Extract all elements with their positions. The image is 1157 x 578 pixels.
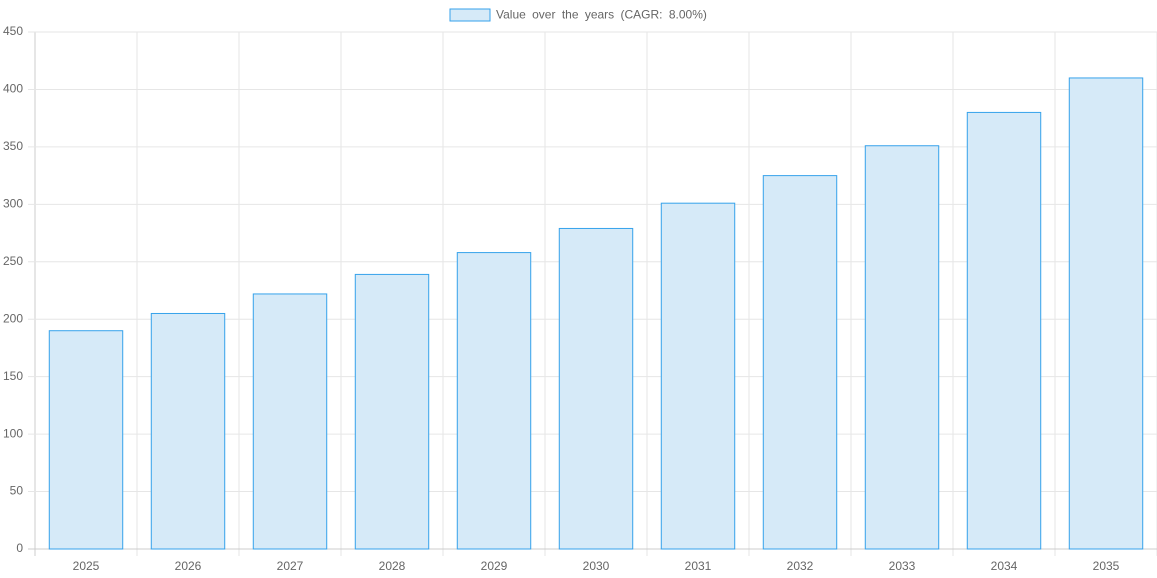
bar: [864, 145, 940, 550]
x-tick-label: 2025: [73, 559, 100, 573]
x-tick-label: 2028: [379, 559, 406, 573]
x-tick-label: 2032: [787, 559, 814, 573]
legend-swatch: [449, 8, 491, 22]
x-tick-label: 2026: [175, 559, 202, 573]
bar: [456, 252, 532, 550]
x-tick-label: 2035: [1093, 559, 1120, 573]
bar: [150, 312, 226, 550]
x-tick-label: 2029: [481, 559, 508, 573]
x-tick-label: 2031: [685, 559, 712, 573]
x-tick-label: 2027: [277, 559, 304, 573]
legend-label: Value over the years (CAGR: 8.00%): [496, 8, 707, 22]
bar: [660, 202, 736, 550]
x-tick-label: 2034: [991, 559, 1018, 573]
bar: [966, 111, 1042, 550]
bar: [1068, 77, 1144, 550]
y-tick-label: 350: [3, 139, 23, 153]
y-tick-label: 450: [3, 24, 23, 38]
y-tick-label: 50: [10, 484, 24, 498]
x-tick-label: 2033: [889, 559, 916, 573]
x-tick-label: 2030: [583, 559, 610, 573]
y-tick-label: 150: [3, 369, 23, 383]
y-tick-label: 200: [3, 311, 23, 325]
bar: [354, 273, 430, 550]
bar: [762, 175, 838, 550]
y-tick-label: 250: [3, 254, 23, 268]
y-tick-label: 0: [16, 541, 23, 555]
y-tick-label: 300: [3, 197, 23, 211]
y-tick-label: 100: [3, 426, 23, 440]
bar: [48, 330, 124, 550]
bar: [252, 293, 328, 550]
y-tick-label: 400: [3, 82, 23, 96]
bar: [558, 227, 634, 550]
